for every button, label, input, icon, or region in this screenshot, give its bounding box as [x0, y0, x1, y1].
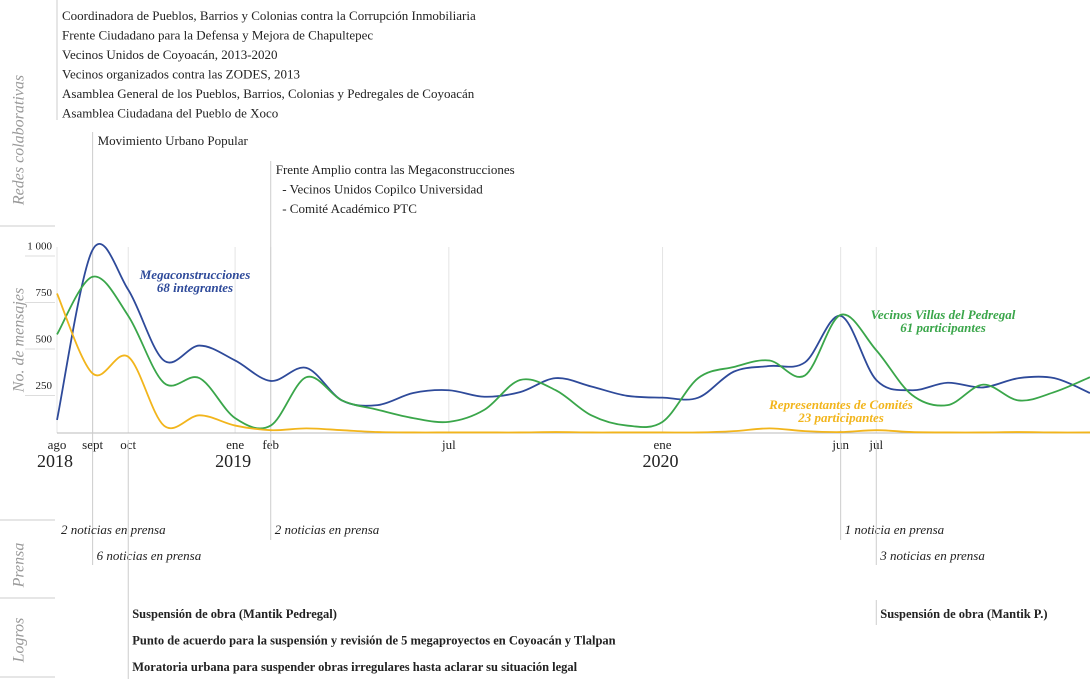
y-tick-label: 1 000	[27, 241, 52, 253]
section-label: Prensa	[11, 543, 28, 589]
series-label: Representantes de Comités	[768, 397, 913, 412]
achievement-label: Moratoria urbana para suspender obras ir…	[132, 660, 577, 674]
series-note: 68 integrantes	[157, 280, 233, 295]
y-tick-label: 750	[36, 287, 53, 299]
series-line	[56, 242, 1090, 421]
network-label: Vecinos Unidos de Coyoacán, 2013-2020	[62, 47, 278, 62]
series-note: 61 participantes	[900, 320, 986, 335]
series-line	[56, 293, 1090, 434]
press-label: 2 noticias en prensa	[61, 522, 166, 537]
network-label: Coordinadora de Pueblos, Barrios y Colon…	[62, 8, 476, 23]
press-label: 2 noticias en prensa	[275, 522, 380, 537]
x-tick-label: ene	[654, 437, 672, 452]
series-note: 23 participantes	[797, 410, 884, 425]
achievement-label: Punto de acuerdo para la suspensión y re…	[132, 633, 615, 647]
achievement-label: Suspensión de obra (Mantik P.)	[880, 607, 1047, 621]
press-label: 6 noticias en prensa	[97, 548, 202, 563]
network-label: - Vecinos Unidos Copilco Universidad	[276, 181, 484, 196]
x-tick-label: jul	[441, 437, 456, 452]
year-label: 2020	[643, 451, 679, 471]
network-label: - Comité Académico PTC	[276, 201, 417, 216]
x-tick-label: ene	[226, 437, 244, 452]
series-line	[56, 275, 1090, 430]
network-label: Vecinos organizados contra las ZODES, 20…	[62, 66, 300, 81]
year-label: 2018	[37, 451, 73, 471]
section-dividers	[0, 0, 58, 678]
y-tick-label: 500	[36, 334, 53, 346]
section-label: Logros	[11, 618, 28, 664]
section-label: Redes colaborativas	[11, 75, 28, 206]
network-label: Frente Amplio contra las Megaconstruccio…	[276, 162, 515, 177]
press-label: 1 noticia en prensa	[845, 522, 945, 537]
achievement-label: Suspensión de obra (Mantik Pedregal)	[132, 607, 337, 621]
series-label: Vecinos Villas del Pedregal	[871, 307, 1016, 322]
network-label: Frente Ciudadano para la Defensa y Mejor…	[62, 27, 373, 42]
press-label: 3 noticias en prensa	[879, 548, 985, 563]
network-label: Asamblea General de los Pueblos, Barrios…	[62, 86, 475, 101]
series-label: Megaconstrucciones	[139, 267, 251, 282]
x-tick-label: ago	[48, 437, 67, 452]
year-label: 2019	[215, 451, 251, 471]
y-axis-label: No. de mensajes	[11, 288, 28, 393]
y-tick-label: 250	[36, 380, 53, 392]
network-label: Asamblea Ciudadana del Pueblo de Xoco	[62, 105, 278, 120]
network-label: Movimiento Urbano Popular	[98, 133, 249, 148]
